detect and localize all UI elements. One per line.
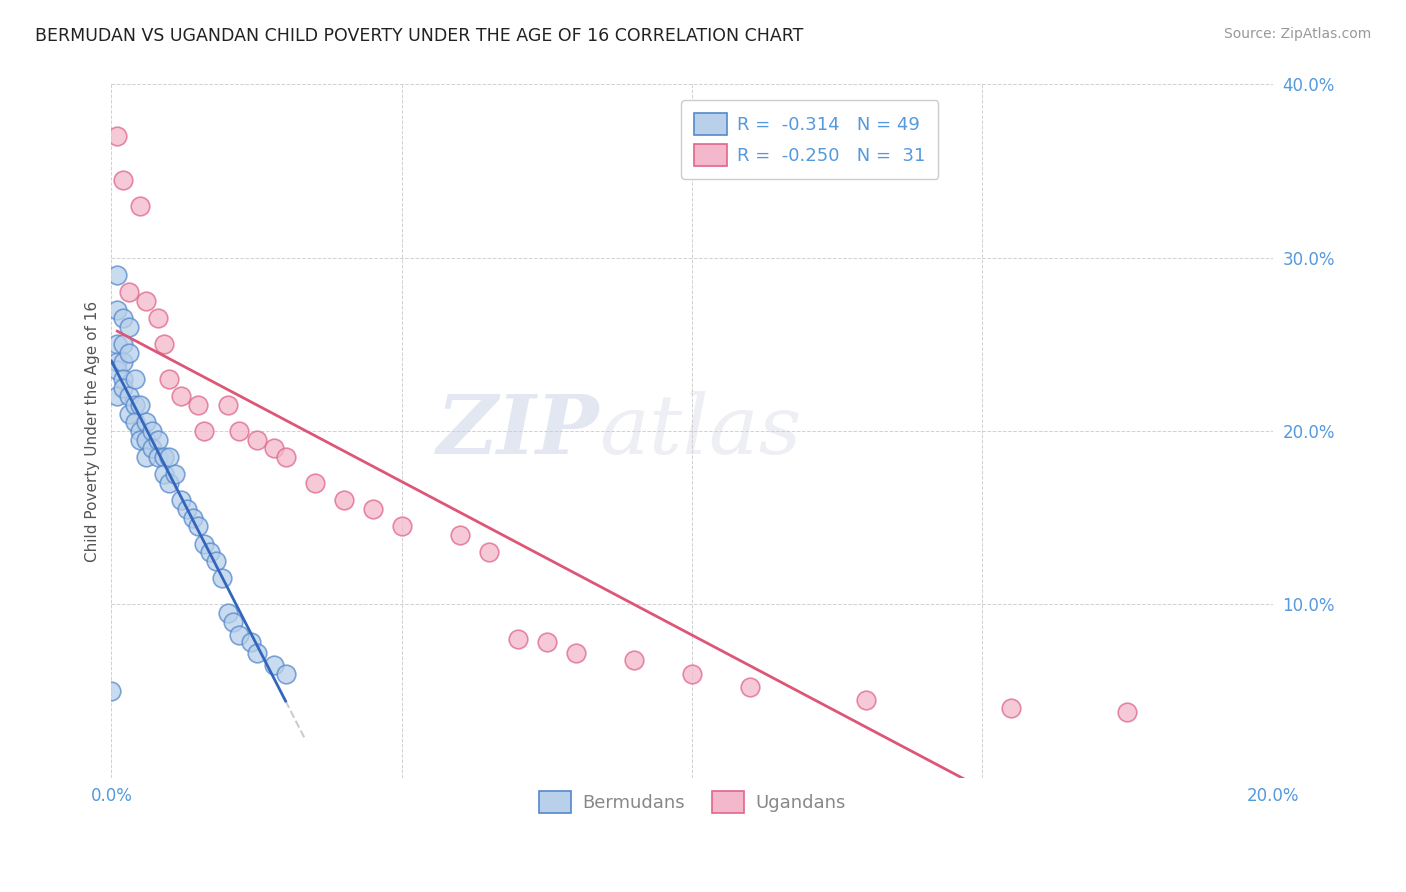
Point xyxy=(135,293,157,308)
Point xyxy=(198,545,221,559)
Text: atlas: atlas xyxy=(599,391,801,471)
Point xyxy=(222,615,245,629)
Point xyxy=(565,646,588,660)
Point xyxy=(152,337,174,351)
Point xyxy=(118,285,141,300)
Point xyxy=(118,346,141,360)
Point xyxy=(274,666,297,681)
Point xyxy=(449,528,471,542)
Point xyxy=(159,475,181,490)
Point xyxy=(111,337,134,351)
Point xyxy=(304,475,326,490)
Point xyxy=(129,398,152,412)
Point xyxy=(111,372,134,386)
Point xyxy=(176,502,198,516)
Point xyxy=(181,510,204,524)
Point xyxy=(135,415,157,429)
Point xyxy=(124,415,146,429)
Point xyxy=(124,398,146,412)
Point xyxy=(274,450,297,464)
Point xyxy=(105,389,128,403)
Point xyxy=(855,692,877,706)
Text: ZIP: ZIP xyxy=(436,391,599,471)
Point xyxy=(478,545,501,559)
Point xyxy=(111,354,134,368)
Legend: Bermudans, Ugandans: Bermudans, Ugandans xyxy=(527,780,856,824)
Point xyxy=(391,519,413,533)
Point xyxy=(105,302,128,317)
Point xyxy=(263,442,285,456)
Point xyxy=(170,493,193,508)
Point xyxy=(146,433,169,447)
Point xyxy=(105,337,128,351)
Point xyxy=(165,467,187,482)
Point xyxy=(100,684,122,698)
Text: BERMUDAN VS UGANDAN CHILD POVERTY UNDER THE AGE OF 16 CORRELATION CHART: BERMUDAN VS UGANDAN CHILD POVERTY UNDER … xyxy=(35,27,803,45)
Text: Source: ZipAtlas.com: Source: ZipAtlas.com xyxy=(1223,27,1371,41)
Point xyxy=(141,424,163,438)
Point xyxy=(159,372,181,386)
Point xyxy=(187,398,209,412)
Point xyxy=(239,635,262,649)
Y-axis label: Child Poverty Under the Age of 16: Child Poverty Under the Age of 16 xyxy=(86,301,100,562)
Point xyxy=(141,442,163,456)
Point xyxy=(159,450,181,464)
Point xyxy=(135,450,157,464)
Point xyxy=(1000,701,1022,715)
Point xyxy=(146,450,169,464)
Point xyxy=(217,398,239,412)
Point xyxy=(111,311,134,326)
Point xyxy=(146,311,169,326)
Point xyxy=(193,536,215,550)
Point xyxy=(228,628,250,642)
Point xyxy=(118,407,141,421)
Point xyxy=(152,450,174,464)
Point xyxy=(105,354,128,368)
Point xyxy=(681,666,703,681)
Point xyxy=(506,632,529,646)
Point xyxy=(228,424,250,438)
Point xyxy=(205,554,228,568)
Point xyxy=(738,681,761,695)
Point xyxy=(124,372,146,386)
Point xyxy=(111,173,134,187)
Point xyxy=(187,519,209,533)
Point xyxy=(105,363,128,377)
Point xyxy=(135,433,157,447)
Point xyxy=(1116,705,1139,719)
Point xyxy=(211,571,233,585)
Point xyxy=(217,606,239,620)
Point xyxy=(118,389,141,403)
Point xyxy=(129,433,152,447)
Point xyxy=(105,268,128,282)
Point xyxy=(105,129,128,144)
Point xyxy=(263,657,285,672)
Point xyxy=(111,381,134,395)
Point xyxy=(170,389,193,403)
Point xyxy=(129,424,152,438)
Point xyxy=(152,467,174,482)
Point xyxy=(623,653,645,667)
Point xyxy=(245,646,267,660)
Point xyxy=(332,493,354,508)
Point xyxy=(118,320,141,334)
Point xyxy=(193,424,215,438)
Point xyxy=(245,433,267,447)
Point xyxy=(536,635,558,649)
Point xyxy=(361,502,384,516)
Point xyxy=(129,199,152,213)
